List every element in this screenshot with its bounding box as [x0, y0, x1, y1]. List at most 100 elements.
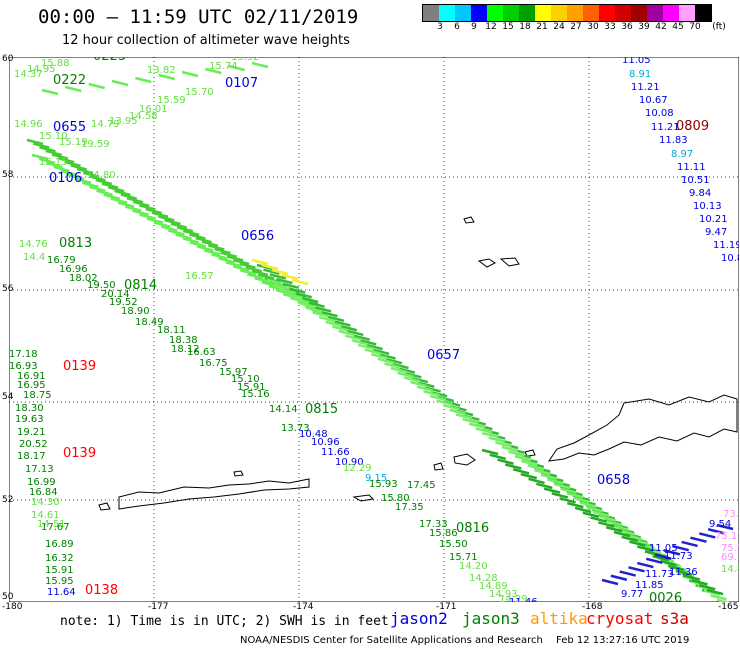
- swh-value: 9.47: [705, 227, 727, 238]
- swh-value: 75.17: [715, 531, 739, 542]
- track-segment: [321, 310, 338, 318]
- track-segment: [232, 258, 250, 266]
- track-segment: [423, 390, 440, 397]
- track-segment: [160, 225, 178, 232]
- track-segment: [652, 554, 669, 562]
- track-segment: [325, 320, 342, 327]
- track-segment: [111, 79, 129, 87]
- track-segment: [205, 67, 222, 75]
- track-segment: [74, 177, 92, 185]
- swh-value: 14.28: [469, 573, 498, 584]
- colorbar-swatch: [631, 5, 647, 21]
- track-segment: [543, 487, 561, 494]
- colorbar-tick-label: 33: [604, 22, 616, 32]
- swh-value: 14.76: [19, 239, 48, 250]
- track-segment: [621, 535, 638, 543]
- track-segment: [168, 229, 185, 236]
- track-segment: [582, 511, 600, 518]
- track-segment: [218, 257, 235, 264]
- track-segment: [251, 61, 269, 69]
- swh-value: 14.37: [14, 69, 43, 80]
- swh-value: 16.91: [17, 371, 46, 382]
- swh-value: 10.8: [721, 253, 739, 264]
- swh-value: 14.30: [31, 497, 60, 508]
- track-segment: [70, 164, 88, 171]
- track-segment: [667, 564, 685, 572]
- track-segment: [312, 311, 329, 318]
- swh-value: 14.96: [14, 119, 43, 130]
- time-label: 0813: [59, 236, 92, 251]
- swh-value: 75.54: [721, 543, 739, 554]
- footer-note: note: 1) Time is in UTC; 2) SWH is in fe…: [60, 614, 389, 629]
- track-segment: [195, 236, 213, 244]
- track-segment: [41, 88, 59, 96]
- swh-value: 16.89: [45, 539, 74, 550]
- colorbar-tick-label: 9: [471, 22, 477, 32]
- time-label: 0139: [63, 359, 96, 374]
- colorbar-tick-label: 27: [570, 22, 582, 32]
- colorbar-tick-label: 30: [587, 22, 599, 32]
- graticule: [9, 57, 739, 602]
- track-segment: [590, 516, 607, 523]
- track-segment: [225, 261, 243, 268]
- track-segment: [67, 173, 85, 181]
- track-segment: [271, 268, 289, 276]
- swh-value: 18.17: [17, 451, 46, 462]
- swh-value: 13.73: [281, 423, 310, 434]
- colorbar-tick-label: 70: [689, 22, 701, 32]
- swh-value: 11.05: [622, 57, 651, 66]
- track-labels: 0223 0222 0107 0809 0655 0106 0656 0813 0814 0139…: [9, 57, 739, 602]
- track-segment: [181, 70, 199, 78]
- swh-value: 15.88: [41, 58, 70, 69]
- track-segment: [592, 510, 610, 518]
- swh-value: 14.20: [459, 561, 488, 572]
- colorbar-swatch: [423, 5, 439, 21]
- track-segment: [266, 278, 284, 286]
- timestamp: Feb 12 13:27:16 UTC 2019: [556, 635, 690, 646]
- track-segment: [89, 175, 106, 182]
- colorbar-swatch: [503, 5, 519, 21]
- time-label: 0657: [427, 348, 460, 363]
- swh-value: 15.70: [185, 87, 214, 98]
- time-label: 0816: [456, 521, 489, 536]
- track-segment: [146, 217, 164, 224]
- track-segment: [636, 545, 654, 552]
- latitude-label: 52: [2, 495, 14, 505]
- track-segment: [89, 185, 106, 193]
- swh-value: 11.46: [509, 597, 538, 602]
- swh-value: 10.21: [699, 214, 728, 225]
- track-segment: [45, 149, 63, 157]
- track-segment: [610, 574, 628, 581]
- swh-value: 18.12: [171, 344, 200, 355]
- swh-value: 17.45: [407, 480, 436, 491]
- swh-value: 18.90: [121, 306, 150, 317]
- coastline-path: [433, 462, 444, 471]
- swh-value: 16.95: [17, 380, 46, 391]
- track-segment: [560, 487, 577, 494]
- track-segment: [579, 501, 597, 508]
- swh-value: 15.59: [157, 95, 186, 106]
- swh-value: 17.13: [25, 464, 54, 475]
- track-segment: [53, 165, 70, 173]
- swh-value: 18.75: [23, 390, 52, 401]
- track-segment: [508, 450, 525, 457]
- track-segment: [536, 482, 553, 490]
- track-segment: [279, 288, 297, 295]
- track-segment: [182, 229, 200, 237]
- track-segment: [637, 561, 654, 569]
- track-segment: [629, 540, 646, 547]
- time-label: 0106: [49, 171, 82, 186]
- swh-value: 19.59: [81, 139, 110, 150]
- track-segment: [586, 506, 603, 513]
- track-segment: [338, 329, 356, 337]
- time-label: 0026: [649, 591, 682, 602]
- swh-value: 15.80: [381, 493, 410, 504]
- swh-value: 14.89: [479, 581, 508, 592]
- track-segment: [153, 221, 171, 228]
- swh-value: 14.4: [23, 252, 45, 263]
- track-segment: [410, 380, 427, 388]
- track-segment: [32, 142, 50, 149]
- swh-value: 19.21: [17, 427, 46, 438]
- track-segment: [31, 153, 49, 161]
- colorbar-swatch: [487, 5, 503, 21]
